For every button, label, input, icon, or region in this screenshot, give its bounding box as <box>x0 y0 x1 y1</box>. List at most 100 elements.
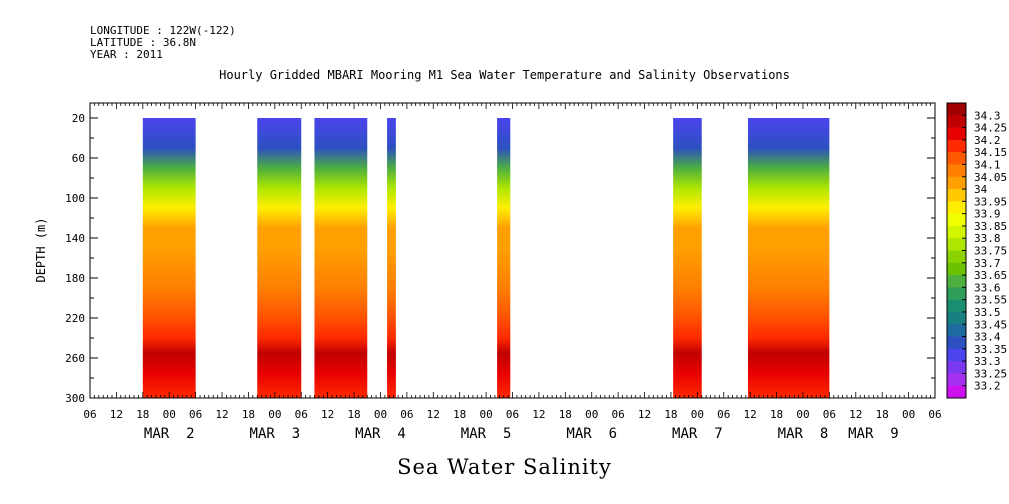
colorbar-swatch <box>947 324 966 337</box>
y-tick-label: 180 <box>65 272 85 285</box>
colorbar-swatch <box>947 311 966 325</box>
colorbar-label: 33.45 <box>974 318 1007 331</box>
colorbar-swatch <box>947 164 966 178</box>
colorbar-label: 33.9 <box>974 208 1001 221</box>
colorbar-label: 33.75 <box>974 245 1007 258</box>
x-hour-label: 18 <box>242 408 255 421</box>
colorbar-swatch <box>947 189 966 202</box>
x-hour-label: 12 <box>110 408 123 421</box>
y-tick-label: 300 <box>65 392 85 405</box>
x-hour-label: 12 <box>849 408 862 421</box>
colorbar-label: 33.25 <box>974 367 1007 380</box>
data-segment-4 <box>387 118 396 398</box>
x-hour-label: 00 <box>585 408 598 421</box>
colorbar-swatch <box>947 127 966 141</box>
colorbar-swatch <box>947 152 966 165</box>
colorbar-swatch <box>947 373 966 387</box>
x-date-label: MAR 4 <box>355 426 406 442</box>
colorbar-swatch <box>947 336 966 350</box>
colorbar-label: 33.65 <box>974 269 1007 282</box>
x-hour-label: 00 <box>163 408 176 421</box>
y-tick-label: 60 <box>72 152 85 165</box>
y-tick-label: 20 <box>72 112 85 125</box>
colorbar-label: 33.6 <box>974 281 1001 294</box>
x-date-label: MAR 6 <box>566 426 617 442</box>
x-hour-label: 00 <box>268 408 281 421</box>
colorbar-label: 33.3 <box>974 355 1001 368</box>
data-segment-7 <box>747 118 830 398</box>
data-segment-1 <box>142 118 196 398</box>
x-hour-label: 00 <box>902 408 915 421</box>
x-hour-label: 18 <box>136 408 149 421</box>
colorbar-label: 34.3 <box>974 109 1001 122</box>
x-hour-label: 06 <box>506 408 519 421</box>
colorbar-swatch <box>947 115 966 128</box>
x-hour-label: 06 <box>400 408 413 421</box>
data-segment-6 <box>673 118 702 398</box>
x-hour-label: 18 <box>347 408 360 421</box>
year-label: YEAR : 2011 <box>90 48 163 61</box>
colorbar-label: 34.05 <box>974 171 1007 184</box>
x-hour-label: 00 <box>374 408 387 421</box>
colorbar-swatch <box>947 348 966 362</box>
colorbar-label: 34.2 <box>974 134 1001 147</box>
x-date-label: MAR 3 <box>250 426 301 442</box>
data-segment-3 <box>314 118 368 398</box>
x-hour-label: 12 <box>638 408 651 421</box>
colorbar-label: 34 <box>974 183 988 196</box>
colorbar-swatch <box>947 250 966 264</box>
y-tick-label: 260 <box>65 352 85 365</box>
colorbar-label: 33.8 <box>974 232 1001 245</box>
x-hour-label: 06 <box>83 408 96 421</box>
x-hour-label: 18 <box>770 408 783 421</box>
x-date-label: MAR 2 <box>144 426 195 442</box>
colorbar-swatch <box>947 361 966 374</box>
y-tick-label: 100 <box>65 192 85 205</box>
x-hour-label: 18 <box>664 408 677 421</box>
colorbar-swatch <box>947 201 966 214</box>
colorbar-swatch <box>947 213 966 227</box>
latitude-label: LATITUDE : 36.8N <box>90 36 196 49</box>
colorbar-label: 33.55 <box>974 294 1007 307</box>
colorbar: 34.334.2534.234.1534.134.053433.9533.933… <box>946 102 1007 399</box>
x-hour-label: 06 <box>823 408 836 421</box>
x-hour-label: 00 <box>691 408 704 421</box>
x-hour-label: 06 <box>928 408 941 421</box>
colorbar-label: 33.5 <box>974 306 1001 319</box>
x-hour-label: 00 <box>796 408 809 421</box>
colorbar-label: 33.7 <box>974 257 1001 270</box>
y-tick-label: 140 <box>65 232 85 245</box>
y-axis-label: DEPTH (m) <box>34 217 48 282</box>
colorbar-label: 34.15 <box>974 146 1007 159</box>
colorbar-swatch <box>947 299 966 313</box>
colorbar-label: 34.1 <box>974 158 1001 171</box>
x-hour-label: 06 <box>717 408 730 421</box>
plot-area <box>142 118 830 398</box>
x-hour-label: 18 <box>559 408 572 421</box>
x-hour-label: 18 <box>876 408 889 421</box>
x-hour-label: 12 <box>215 408 228 421</box>
colorbar-label: 33.4 <box>974 331 1001 344</box>
colorbar-swatch <box>947 275 966 288</box>
x-hour-label: 06 <box>612 408 625 421</box>
colorbar-swatch <box>947 139 966 153</box>
x-hour-label: 12 <box>321 408 334 421</box>
x-date-label: MAR 8 <box>778 426 829 442</box>
colorbar-swatch <box>947 238 966 251</box>
longitude-label: LONGITUDE : 122W(-122) <box>90 24 236 37</box>
x-date-label: MAR 5 <box>461 426 512 442</box>
colorbar-label: 33.95 <box>974 195 1007 208</box>
colorbar-swatch <box>947 225 966 239</box>
colorbar-label: 33.35 <box>974 343 1007 356</box>
x-date-label: MAR 7 <box>672 426 723 442</box>
chart-title: Hourly Gridded MBARI Mooring M1 Sea Wate… <box>219 68 790 82</box>
x-hour-label: 18 <box>453 408 466 421</box>
x-hour-label: 00 <box>479 408 492 421</box>
data-segment-2 <box>257 118 302 398</box>
x-hour-label: 12 <box>427 408 440 421</box>
x-hour-label: 06 <box>295 408 308 421</box>
colorbar-label: 33.85 <box>974 220 1007 233</box>
x-hour-label: 12 <box>532 408 545 421</box>
colorbar-label: 34.25 <box>974 122 1007 135</box>
